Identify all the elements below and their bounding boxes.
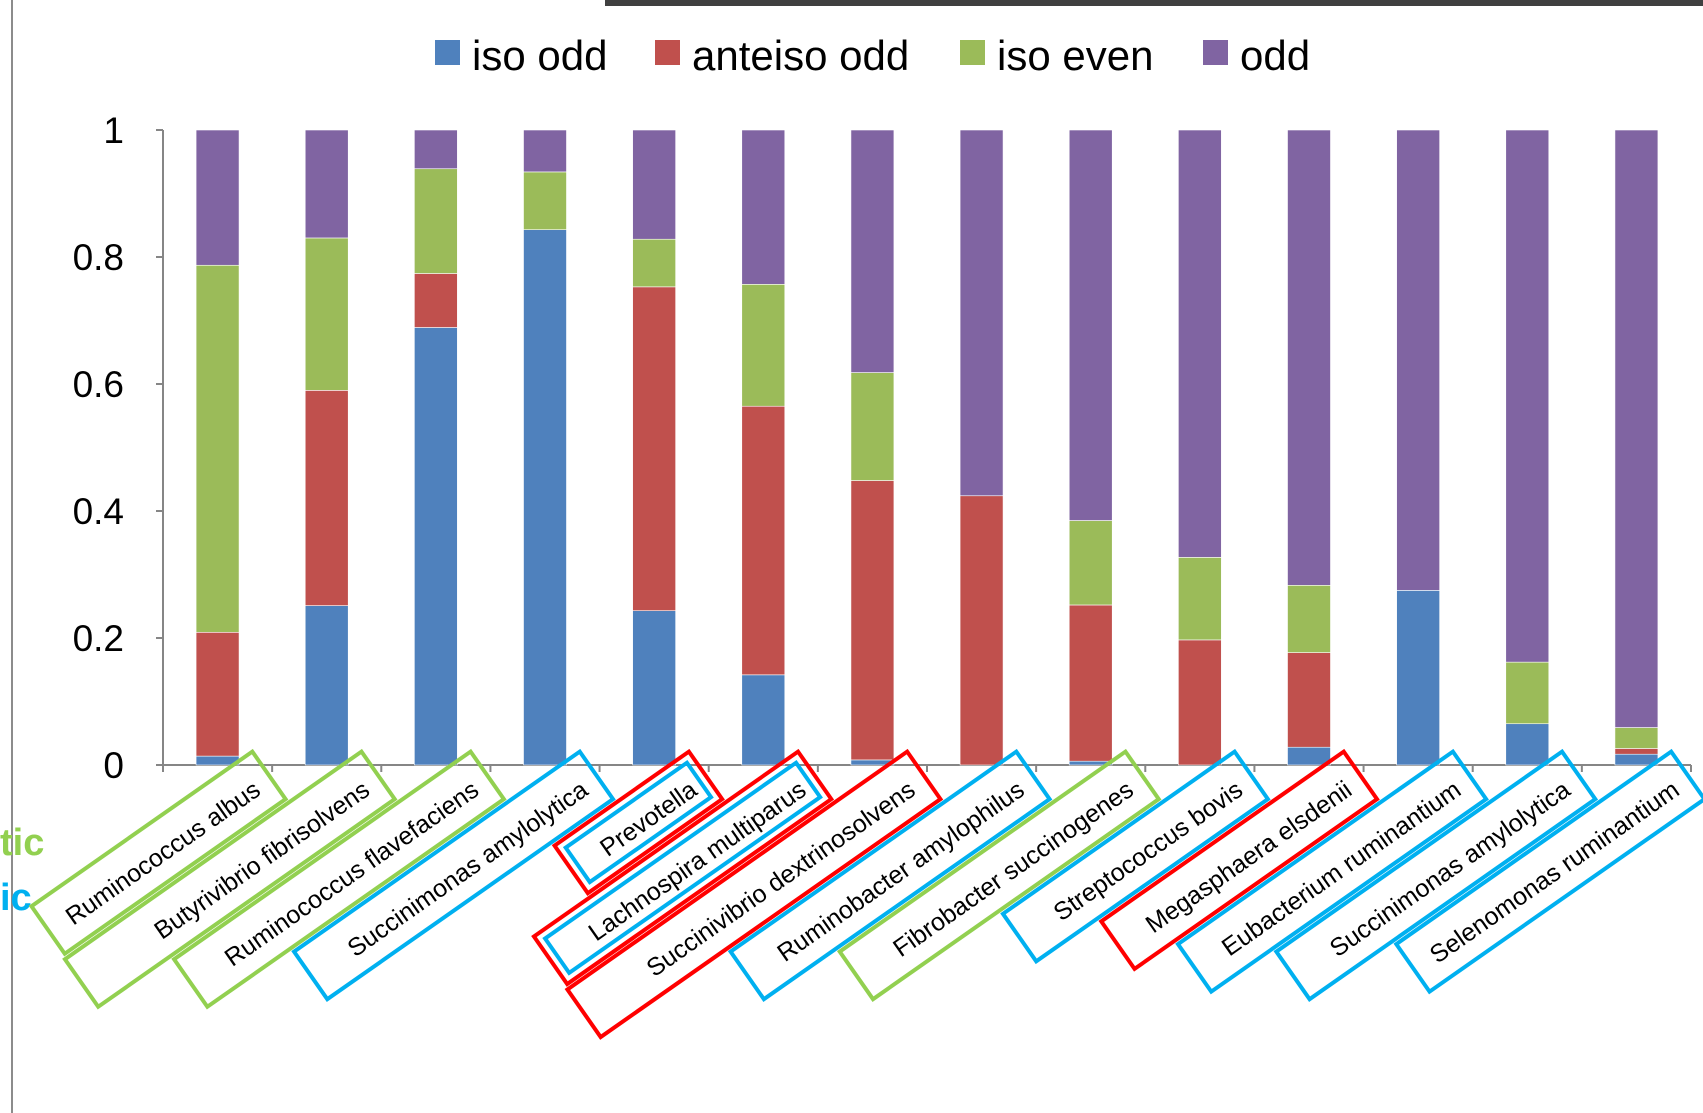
- legend-label-anteiso-odd: anteiso odd: [692, 32, 909, 79]
- bar-iso-even: [1178, 557, 1222, 641]
- legend-swatch-iso-odd: [435, 40, 460, 65]
- bar-anteiso-odd: [304, 390, 349, 606]
- bar-odd: [523, 129, 567, 173]
- bar-odd: [1068, 129, 1113, 521]
- bars: [195, 129, 1659, 766]
- bar-odd: [632, 129, 676, 240]
- category-label-box: [531, 748, 835, 987]
- bar-odd: [414, 129, 458, 170]
- bar-odd: [850, 129, 895, 373]
- bar-iso-even: [1614, 727, 1659, 749]
- category-label-box: [171, 748, 507, 1010]
- bar-anteiso-odd: [632, 286, 676, 611]
- y-axis-ticks: 0 0.2 0.4 0.6 0.8 1: [73, 110, 163, 786]
- partial-text-line2: ic: [0, 877, 32, 919]
- category-label-box: [836, 748, 1162, 1002]
- bar-odd: [304, 129, 349, 239]
- bar-iso-odd: [1396, 590, 1440, 766]
- bar-iso-odd: [632, 610, 676, 766]
- bar-odd: [741, 129, 786, 285]
- bar-anteiso-odd: [1068, 604, 1113, 762]
- y-tick-label: 0.4: [73, 491, 124, 532]
- y-tick-label: 0.6: [73, 364, 124, 405]
- bar-iso-even: [523, 171, 567, 230]
- legend-swatch-odd: [1203, 40, 1228, 65]
- category-label-box: [1393, 748, 1703, 995]
- bar-iso-odd: [523, 229, 567, 766]
- legend-swatch-iso-even: [960, 40, 985, 65]
- legend-label-iso-odd: iso odd: [472, 32, 607, 79]
- bar-iso-even: [850, 372, 895, 481]
- bar-anteiso-odd: [959, 495, 1004, 766]
- category-label-box: [542, 759, 823, 976]
- bar-anteiso-odd: [1178, 639, 1222, 766]
- bar-odd: [1178, 129, 1222, 558]
- category-label: Streptococcus bovis: [1049, 776, 1248, 927]
- bar-odd: [1287, 129, 1331, 586]
- y-tick-label: 0.2: [73, 618, 124, 659]
- x-axis-ticks: [162, 765, 1692, 772]
- bar-iso-even: [632, 238, 676, 288]
- bar-iso-even: [1287, 584, 1331, 653]
- bar-iso-odd: [414, 327, 458, 766]
- category-label-box: [62, 748, 398, 1010]
- legend-label-iso-even: iso even: [997, 32, 1153, 79]
- bar-iso-even: [741, 284, 786, 407]
- bar-odd: [1505, 129, 1550, 663]
- top-dark-bar: [605, 0, 1703, 6]
- bar-anteiso-odd: [195, 631, 240, 757]
- category-label-box: [1000, 748, 1271, 965]
- legend-swatch-anteiso-odd: [655, 40, 680, 65]
- bar-odd: [959, 129, 1004, 497]
- bar-iso-even: [304, 237, 349, 391]
- legend-label-odd: odd: [1240, 32, 1310, 79]
- category-label-box: [551, 748, 725, 896]
- bar-odd: [1396, 129, 1440, 591]
- category-label-box: [1098, 748, 1380, 972]
- category-label-box: [727, 748, 1053, 1002]
- category-label-box: [562, 759, 714, 885]
- bar-anteiso-odd: [1614, 748, 1659, 755]
- partial-text-line1: tic: [0, 822, 44, 864]
- bar-anteiso-odd: [850, 480, 895, 761]
- bar-iso-odd: [741, 674, 786, 766]
- bar-anteiso-odd: [1287, 652, 1331, 748]
- y-tick-label: 1: [103, 110, 124, 151]
- bar-iso-odd: [1287, 746, 1331, 766]
- bar-odd: [1614, 129, 1659, 728]
- category-label-box: [28, 748, 289, 957]
- category-label-box: [1175, 748, 1489, 995]
- category-label-box: [564, 748, 944, 1040]
- bar-anteiso-odd: [414, 273, 458, 328]
- bar-iso-even: [1068, 520, 1113, 606]
- bar-anteiso-odd: [741, 405, 786, 676]
- y-tick-label: 0.8: [73, 237, 124, 278]
- category-label: Ruminococcus albus: [61, 776, 266, 931]
- bar-iso-odd: [1505, 723, 1550, 766]
- bar-iso-even: [195, 264, 240, 633]
- bar-iso-even: [1505, 661, 1550, 725]
- bar-iso-odd: [304, 605, 349, 766]
- legend: iso odd anteiso odd iso even odd: [435, 32, 1310, 79]
- bar-odd: [195, 129, 240, 266]
- category-label-box: [291, 748, 616, 1002]
- bar-iso-even: [414, 168, 458, 274]
- category-label-box: [1273, 748, 1599, 1002]
- y-tick-label: 0: [103, 745, 124, 786]
